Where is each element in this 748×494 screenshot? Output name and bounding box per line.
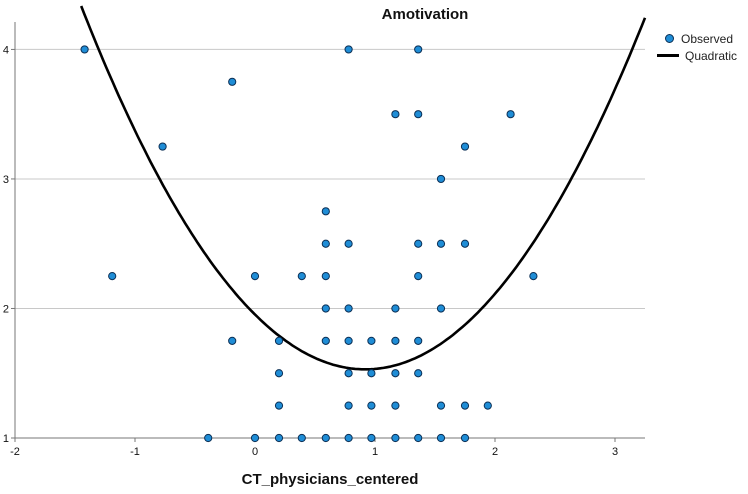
data-point (297, 433, 306, 443)
data-point (344, 401, 353, 410)
data-point (483, 401, 492, 410)
data-point (344, 304, 353, 313)
data-point (158, 142, 167, 151)
data-point (414, 369, 423, 378)
data-point (344, 369, 353, 378)
data-point (414, 271, 423, 281)
data-point (228, 77, 237, 86)
data-point (367, 433, 376, 443)
data-point (529, 271, 538, 281)
data-point (414, 45, 423, 54)
observed-marker-icon (665, 34, 674, 43)
x-axis-label: CT_physicians_centered (241, 471, 419, 488)
x-tick-label: -2 (10, 446, 20, 458)
data-point (367, 336, 376, 345)
data-point (250, 271, 260, 281)
data-point (321, 271, 330, 281)
data-point (436, 433, 446, 443)
data-point (108, 271, 117, 281)
data-point (414, 433, 423, 443)
data-point (391, 336, 400, 345)
data-point (344, 433, 353, 443)
data-point (321, 433, 330, 443)
data-point (250, 433, 260, 443)
data-point (321, 239, 330, 248)
data-point (321, 304, 330, 313)
data-point (414, 239, 423, 248)
data-point (460, 142, 470, 151)
y-tick-label: 3 (3, 174, 9, 186)
quadratic-curve (79, 5, 647, 371)
data-point (344, 45, 353, 54)
data-point (80, 45, 89, 54)
data-point (297, 271, 306, 281)
data-point (436, 239, 446, 248)
data-point (321, 207, 330, 216)
data-point (274, 336, 284, 345)
data-point (460, 433, 470, 443)
y-tick-label: 1 (3, 433, 9, 445)
data-point (391, 369, 400, 378)
data-point (321, 336, 330, 345)
data-point (506, 110, 515, 119)
y-tick-label: 4 (3, 44, 9, 56)
data-point (391, 433, 400, 443)
y-tick-label: 2 (3, 303, 9, 315)
x-tick-label: 3 (612, 446, 618, 458)
data-point (436, 401, 446, 410)
quadratic-line-icon (657, 54, 679, 57)
data-point (436, 174, 446, 184)
x-tick-label: 0 (252, 446, 258, 458)
data-point (414, 110, 423, 119)
data-point (460, 239, 470, 248)
data-point (367, 401, 376, 410)
data-point (460, 401, 470, 410)
data-point (367, 369, 376, 378)
legend-item-observed: Observed (662, 30, 737, 47)
x-tick-label: 2 (492, 446, 498, 458)
data-point (344, 336, 353, 345)
legend-label-quadratic: Quadratic (685, 48, 738, 63)
x-tick-label: -1 (130, 446, 140, 458)
data-point (274, 401, 284, 410)
data-point (274, 433, 284, 443)
data-point (391, 401, 400, 410)
x-tick-label: 1 (372, 446, 378, 458)
legend: Observed Quadratic (657, 30, 738, 64)
data-point (274, 369, 284, 378)
legend-label-observed: Observed (681, 31, 734, 46)
data-point (344, 239, 353, 248)
legend-item-quadratic: Quadratic (657, 47, 738, 64)
data-point (414, 336, 423, 345)
data-point (436, 304, 446, 313)
data-point (391, 110, 400, 119)
chart-title: Amotivation (381, 6, 469, 23)
data-point (228, 336, 237, 345)
data-point (204, 433, 213, 443)
data-point (391, 304, 400, 313)
